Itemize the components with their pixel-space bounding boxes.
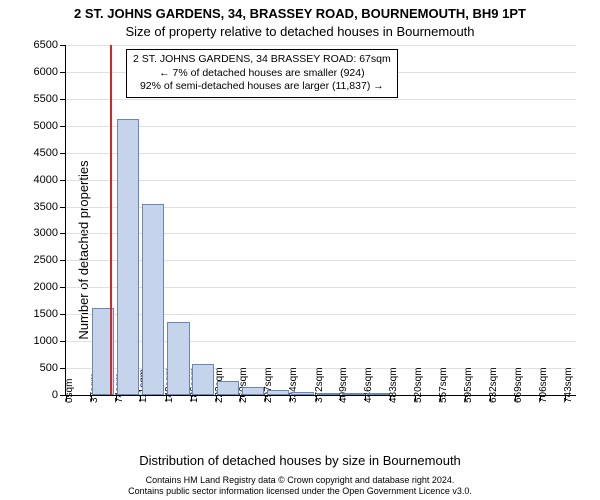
bar — [291, 392, 313, 395]
bar — [267, 390, 289, 395]
y-tick — [60, 99, 66, 100]
chart-title-line1: 2 ST. JOHNS GARDENS, 34, BRASSEY ROAD, B… — [0, 6, 600, 21]
y-tick — [60, 341, 66, 342]
attribution: Contains HM Land Registry data © Crown c… — [0, 475, 600, 498]
x-tick-label: 669sqm — [513, 367, 524, 403]
y-tick — [60, 72, 66, 73]
info-box-line2: ← 7% of detached houses are smaller (924… — [133, 67, 391, 81]
y-tick-label: 4000 — [34, 174, 58, 186]
reference-line — [110, 45, 112, 395]
bar — [117, 119, 139, 395]
bar — [242, 387, 264, 395]
y-tick — [60, 368, 66, 369]
x-tick-label: 409sqm — [338, 367, 349, 403]
bar — [367, 393, 389, 395]
x-tick-label: 260sqm — [238, 367, 249, 403]
y-tick-label: 1000 — [34, 335, 58, 347]
bar — [217, 381, 239, 395]
x-tick-label: 632sqm — [488, 367, 499, 403]
x-axis-label: Distribution of detached houses by size … — [0, 453, 600, 468]
x-tick-label: 520sqm — [413, 367, 424, 403]
y-tick — [60, 126, 66, 127]
attribution-line1: Contains HM Land Registry data © Crown c… — [0, 475, 600, 487]
x-tick-label: 595sqm — [463, 367, 474, 403]
y-tick-label: 1500 — [34, 308, 58, 320]
bar — [317, 393, 339, 395]
y-tick — [60, 180, 66, 181]
x-tick-label: 446sqm — [363, 367, 374, 403]
y-tick — [60, 314, 66, 315]
bar — [142, 204, 164, 395]
x-tick-label: 557sqm — [438, 367, 449, 403]
x-tick-label: 297sqm — [263, 367, 274, 403]
info-box: 2 ST. JOHNS GARDENS, 34 BRASSEY ROAD: 67… — [126, 49, 398, 98]
y-tick-label: 6500 — [34, 39, 58, 51]
gridline-h — [66, 180, 576, 181]
chart-container: 2 ST. JOHNS GARDENS, 34, BRASSEY ROAD, B… — [0, 0, 600, 500]
x-tick-label: 743sqm — [563, 367, 574, 403]
gridline-h — [66, 45, 576, 46]
y-tick-label: 6000 — [34, 66, 58, 78]
x-tick-label: 334sqm — [288, 367, 299, 403]
attribution-line2: Contains public sector information licen… — [0, 486, 600, 498]
bar — [192, 364, 214, 395]
y-tick-label: 0 — [52, 389, 58, 401]
y-tick — [60, 153, 66, 154]
y-tick — [60, 233, 66, 234]
gridline-h — [66, 126, 576, 127]
x-tick-label: 0sqm — [64, 379, 75, 403]
x-tick-label: 706sqm — [538, 367, 549, 403]
y-tick — [60, 287, 66, 288]
gridline-h — [66, 153, 576, 154]
y-tick — [60, 260, 66, 261]
y-tick-label: 5000 — [34, 120, 58, 132]
y-tick-label: 3000 — [34, 227, 58, 239]
y-tick — [60, 207, 66, 208]
y-tick-label: 3500 — [34, 201, 58, 213]
y-tick-label: 2500 — [34, 254, 58, 266]
gridline-h — [66, 99, 576, 100]
plot-area: 2 ST. JOHNS GARDENS, 34 BRASSEY ROAD: 67… — [65, 45, 576, 396]
y-tick-label: 4500 — [34, 147, 58, 159]
x-tick-label: 372sqm — [314, 367, 325, 403]
y-tick-label: 5500 — [34, 93, 58, 105]
info-box-line1: 2 ST. JOHNS GARDENS, 34 BRASSEY ROAD: 67… — [133, 53, 391, 67]
y-tick-label: 2000 — [34, 281, 58, 293]
bar — [167, 322, 189, 395]
y-tick — [60, 45, 66, 46]
y-tick-label: 500 — [40, 362, 58, 374]
chart-title-line2: Size of property relative to detached ho… — [0, 24, 600, 39]
info-box-line3: 92% of semi-detached houses are larger (… — [133, 80, 391, 94]
bar — [342, 393, 364, 395]
x-tick-label: 483sqm — [388, 367, 399, 403]
